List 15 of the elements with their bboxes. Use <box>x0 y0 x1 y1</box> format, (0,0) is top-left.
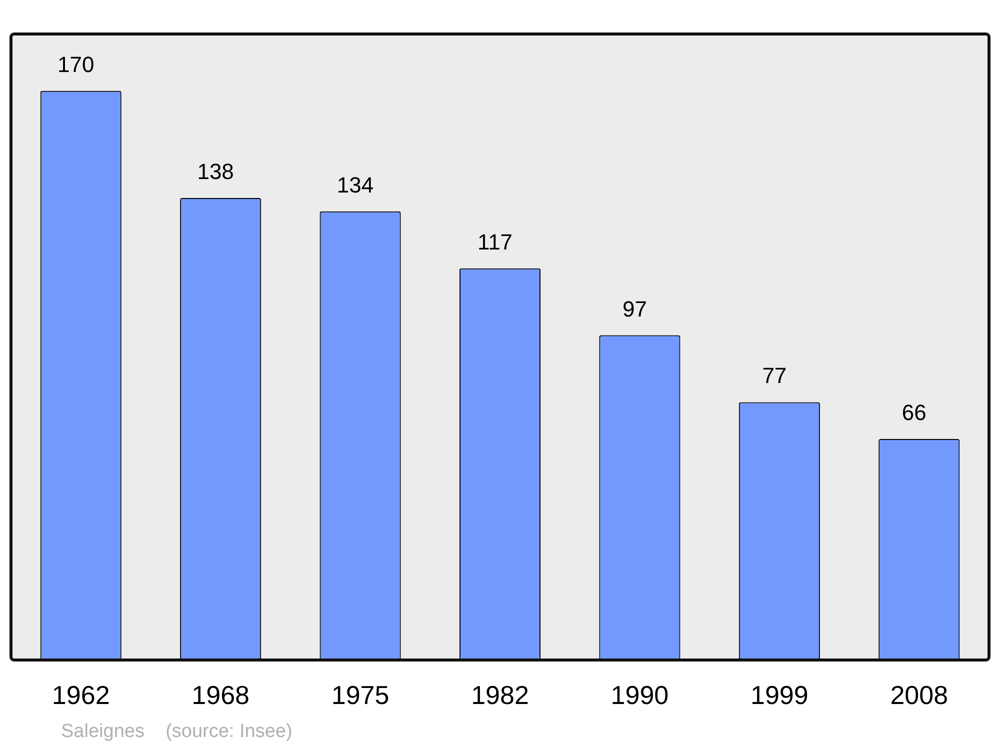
data-label: 97 <box>622 296 647 322</box>
data-label: 138 <box>197 159 234 184</box>
text: Saleignes (source: Insee) <box>61 721 292 742</box>
data-label: 134 <box>336 172 374 198</box>
x-tick-label: 1962 <box>52 680 110 710</box>
x-tick-label: 1990 <box>610 680 669 710</box>
data-label: 77 <box>762 363 787 388</box>
data-label: 117 <box>477 229 513 254</box>
x-tick-label: 2008 <box>890 680 948 710</box>
data-label: 170 <box>58 52 94 77</box>
x-tick-label: 1968 <box>192 680 250 710</box>
data-label: 66 <box>902 400 926 426</box>
x-tick-label: 1999 <box>750 680 808 710</box>
x-tick-label: 1982 <box>471 680 529 710</box>
x-tick-label: 1975 <box>331 680 390 710</box>
